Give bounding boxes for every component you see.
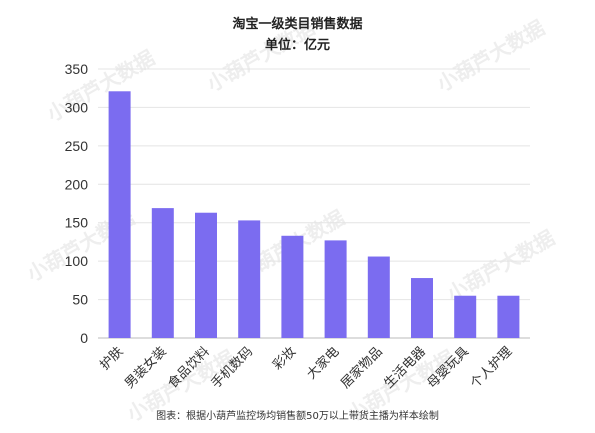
x-tick-label: 居家物品 <box>338 344 386 392</box>
bar <box>367 256 390 338</box>
chart-footnote: 图表：根据小葫芦监控场均销售额50万以上带货主播为样本绘制 <box>156 411 439 422</box>
x-tick-label: 个人护理 <box>468 344 515 391</box>
y-tick-label: 0 <box>80 330 88 346</box>
y-tick-label: 350 <box>65 61 89 77</box>
x-tick-label: 大家电 <box>304 344 343 383</box>
bar <box>151 208 174 338</box>
x-tick-label: 男装女装 <box>122 344 170 392</box>
chart-title: 淘宝一级类目销售数据 <box>232 17 363 32</box>
x-tick-label: 彩妆 <box>270 344 299 373</box>
y-axis: 0 50 100 150 200 250 300 350 <box>65 61 89 346</box>
x-tick-label: 生活电器 <box>381 344 428 391</box>
x-tick-label: 食品饮料 <box>165 344 213 392</box>
x-tick-label: 护肤 <box>97 344 126 373</box>
x-tick-label: 手机数码 <box>209 344 256 391</box>
y-tick-label: 250 <box>65 138 89 154</box>
bar <box>411 278 433 338</box>
bar <box>497 295 520 338</box>
chart-subtitle: 单位：亿元 <box>264 38 330 53</box>
y-tick-label: 100 <box>65 253 89 269</box>
bar <box>108 91 131 338</box>
bar <box>281 235 304 338</box>
bar <box>195 212 217 338</box>
bar <box>324 240 347 338</box>
x-tick-label: 母婴玩具 <box>425 344 472 391</box>
bar <box>454 295 477 338</box>
y-tick-label: 150 <box>65 215 89 231</box>
y-tick-label: 50 <box>72 292 88 308</box>
bar <box>238 220 261 338</box>
bars <box>108 91 520 338</box>
y-tick-label: 300 <box>65 99 89 115</box>
y-tick-label: 200 <box>65 176 89 192</box>
